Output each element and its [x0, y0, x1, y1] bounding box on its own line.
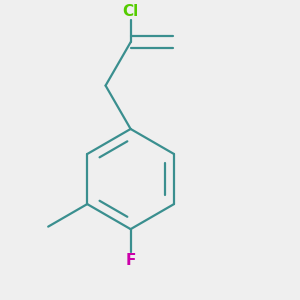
Text: F: F [125, 253, 136, 268]
Text: Cl: Cl [122, 4, 139, 19]
